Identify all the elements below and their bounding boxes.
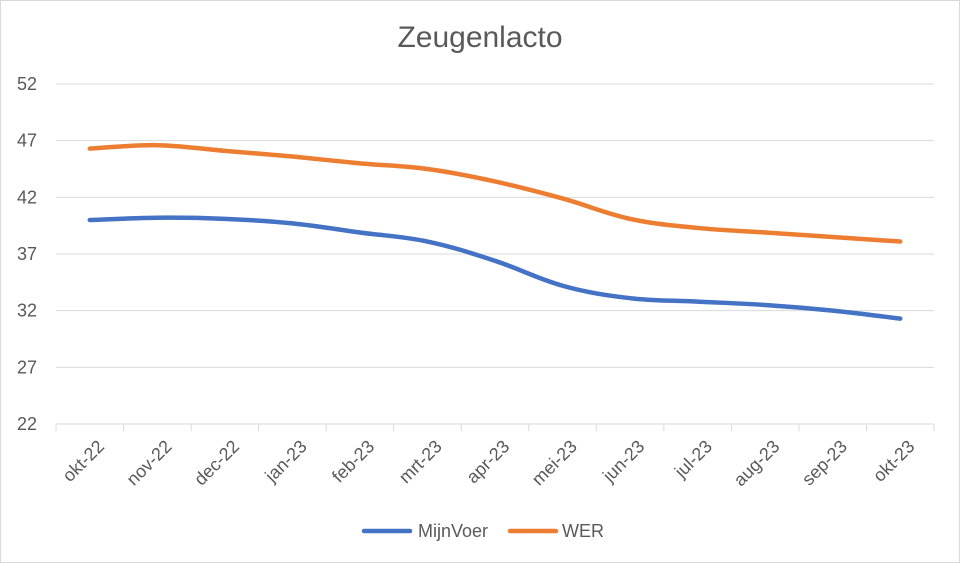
x-tick-label: aug-23 bbox=[730, 436, 784, 490]
y-tick-label: 22 bbox=[17, 414, 37, 434]
axes: 22 27 32 37 42 47 52 okt-22 nov-22 dec-22 jan-23 fe… bbox=[17, 74, 935, 490]
y-tick-label: 37 bbox=[17, 244, 37, 264]
legend: MijnVoer WER bbox=[361, 521, 604, 541]
y-tick-label: 32 bbox=[17, 301, 37, 321]
y-tick-label: 42 bbox=[17, 187, 37, 207]
x-tick-label: okt-22 bbox=[59, 436, 109, 486]
x-tick-label: jun-23 bbox=[598, 436, 648, 486]
y-tick-label: 47 bbox=[17, 131, 37, 151]
x-tick-label: feb-23 bbox=[328, 436, 378, 486]
y-tick-label: 27 bbox=[17, 357, 37, 377]
series-line-wer bbox=[87, 142, 903, 244]
x-tick-label: apr-23 bbox=[462, 436, 513, 487]
x-tick-label: mrt-23 bbox=[395, 436, 446, 487]
y-tick-label: 52 bbox=[17, 74, 37, 94]
x-tick-label: dec-22 bbox=[190, 436, 243, 489]
x-tick-label: nov-22 bbox=[123, 436, 176, 489]
x-tick-label: sep-23 bbox=[798, 436, 851, 489]
x-tick-label: jul-23 bbox=[670, 436, 716, 482]
x-tick-label: okt-23 bbox=[869, 436, 919, 486]
x-tick-label: mei-23 bbox=[528, 436, 581, 489]
series-lines bbox=[87, 142, 903, 321]
chart-title: Zeugenlacto bbox=[397, 21, 562, 54]
x-tick-label: jan-23 bbox=[261, 436, 311, 486]
gridlines bbox=[56, 83, 934, 425]
legend-label-wer: WER bbox=[562, 521, 604, 541]
legend-label-mijnvoer: MijnVoer bbox=[418, 521, 488, 541]
series-line-mijnvoer bbox=[87, 215, 903, 321]
